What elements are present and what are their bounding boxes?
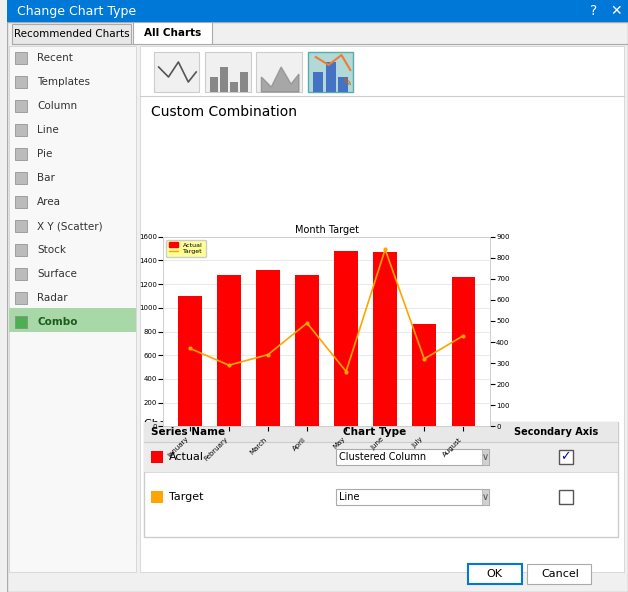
Text: Bar: Bar <box>37 173 55 183</box>
Bar <box>326 62 335 92</box>
Bar <box>217 275 241 426</box>
FancyBboxPatch shape <box>15 316 27 328</box>
Bar <box>374 252 397 426</box>
Text: Series Name: Series Name <box>151 427 225 437</box>
Text: ∨: ∨ <box>482 452 489 462</box>
Bar <box>295 275 319 426</box>
FancyBboxPatch shape <box>15 292 27 304</box>
FancyBboxPatch shape <box>15 100 27 112</box>
FancyBboxPatch shape <box>482 449 489 465</box>
Text: Secondary Axis: Secondary Axis <box>514 427 598 437</box>
Text: ✎: ✎ <box>342 79 352 89</box>
Bar <box>220 67 228 92</box>
Text: Radar: Radar <box>37 293 68 303</box>
Bar <box>210 77 218 92</box>
FancyBboxPatch shape <box>144 422 618 537</box>
Bar <box>313 72 323 92</box>
Bar <box>452 277 475 426</box>
FancyBboxPatch shape <box>9 308 136 332</box>
FancyBboxPatch shape <box>9 46 136 572</box>
Bar <box>334 251 358 426</box>
Text: Choose the chart type and axis for your data series:: Choose the chart type and axis for your … <box>144 419 435 429</box>
FancyBboxPatch shape <box>335 449 489 465</box>
Text: Chart Type: Chart Type <box>344 427 407 437</box>
FancyBboxPatch shape <box>468 564 522 584</box>
FancyBboxPatch shape <box>144 422 618 442</box>
FancyBboxPatch shape <box>15 196 27 208</box>
Text: Clustered Column: Clustered Column <box>340 452 426 462</box>
Bar <box>240 72 247 92</box>
Text: Target: Target <box>168 492 203 502</box>
Bar <box>178 296 202 426</box>
FancyBboxPatch shape <box>15 148 27 160</box>
FancyBboxPatch shape <box>256 52 302 92</box>
FancyBboxPatch shape <box>528 564 592 584</box>
Bar <box>151 451 163 463</box>
Text: Column: Column <box>37 101 77 111</box>
Text: Actual: Actual <box>168 452 203 462</box>
Text: ✕: ✕ <box>610 4 622 18</box>
Text: Change Chart Type: Change Chart Type <box>18 5 136 18</box>
FancyBboxPatch shape <box>15 268 27 280</box>
FancyBboxPatch shape <box>308 52 354 92</box>
Text: Cancel: Cancel <box>541 569 579 579</box>
FancyBboxPatch shape <box>8 0 628 22</box>
Text: Combo: Combo <box>37 317 78 327</box>
Bar <box>256 270 279 426</box>
FancyBboxPatch shape <box>140 46 624 572</box>
Text: Recommended Charts: Recommended Charts <box>14 29 129 39</box>
FancyBboxPatch shape <box>133 22 212 44</box>
Text: X Y (Scatter): X Y (Scatter) <box>37 221 103 231</box>
FancyBboxPatch shape <box>154 52 199 92</box>
Text: ∨: ∨ <box>482 492 489 502</box>
FancyBboxPatch shape <box>205 52 251 92</box>
Legend: Actual, Target: Actual, Target <box>166 240 205 257</box>
FancyBboxPatch shape <box>15 172 27 184</box>
FancyBboxPatch shape <box>559 490 573 504</box>
Polygon shape <box>261 67 299 92</box>
Text: Stock: Stock <box>37 245 66 255</box>
FancyBboxPatch shape <box>335 489 489 505</box>
Text: Line: Line <box>340 492 360 502</box>
FancyBboxPatch shape <box>15 76 27 88</box>
FancyBboxPatch shape <box>559 450 573 464</box>
FancyBboxPatch shape <box>15 124 27 136</box>
FancyBboxPatch shape <box>144 442 618 472</box>
Title: Month Target: Month Target <box>295 224 359 234</box>
FancyBboxPatch shape <box>15 220 27 232</box>
Text: ?: ? <box>590 4 598 18</box>
Text: Pie: Pie <box>37 149 53 159</box>
Bar <box>338 77 349 92</box>
FancyBboxPatch shape <box>13 24 131 44</box>
Text: Surface: Surface <box>37 269 77 279</box>
FancyBboxPatch shape <box>15 52 27 64</box>
Text: Recent: Recent <box>37 53 73 63</box>
Bar <box>413 324 436 426</box>
Bar <box>151 491 163 503</box>
FancyBboxPatch shape <box>15 244 27 256</box>
Text: Area: Area <box>37 197 61 207</box>
Text: All Charts: All Charts <box>144 28 201 38</box>
Text: Custom Combination: Custom Combination <box>151 105 296 119</box>
Text: OK: OK <box>487 569 502 579</box>
FancyBboxPatch shape <box>8 22 628 592</box>
Text: Templates: Templates <box>37 77 90 87</box>
Text: Line: Line <box>37 125 59 135</box>
Bar <box>230 82 237 92</box>
FancyBboxPatch shape <box>482 489 489 505</box>
Text: ✓: ✓ <box>561 451 571 464</box>
